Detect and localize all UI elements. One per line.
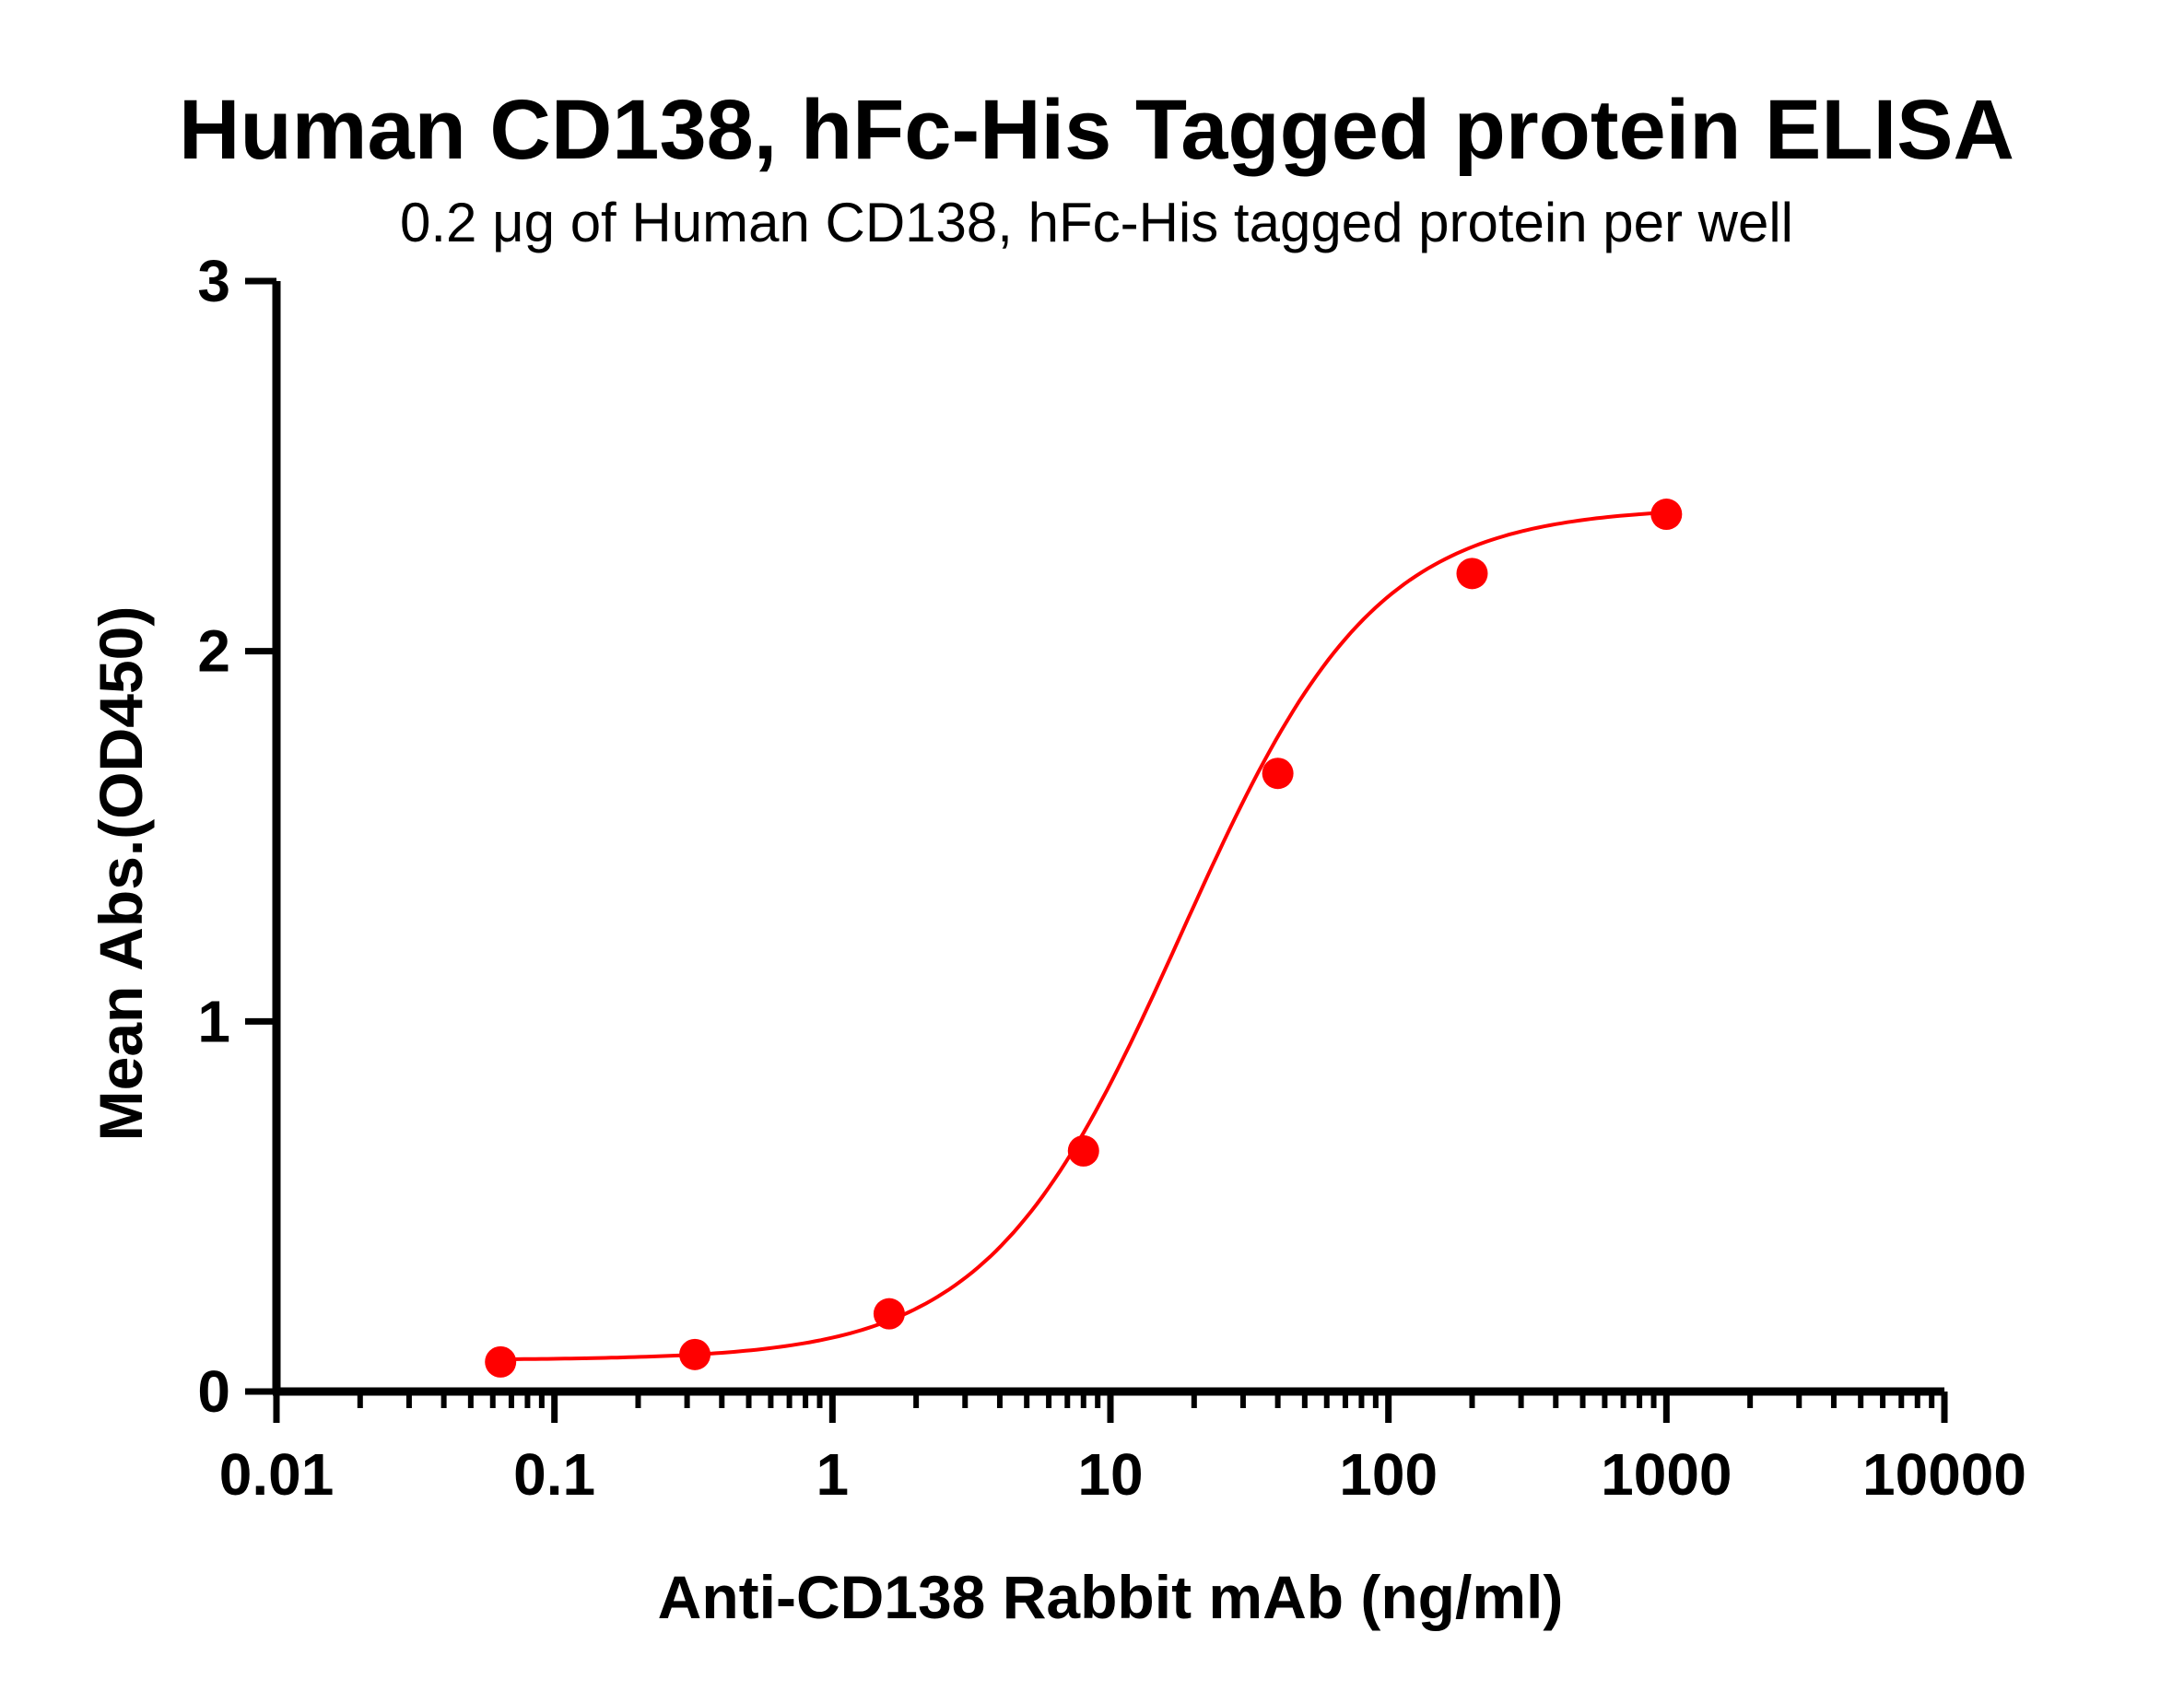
data-point bbox=[1650, 499, 1683, 531]
x-axis-ticks: 0.01 0.1 1 10 100 1000 10000 bbox=[219, 1392, 2026, 1508]
x-tick-label: 10000 bbox=[1862, 1441, 2026, 1508]
data-point bbox=[485, 1345, 517, 1378]
data-point bbox=[873, 1298, 905, 1330]
x-axis-label: Anti-CD138 Rabbit mAb (ng/ml) bbox=[658, 1563, 1564, 1631]
data-point bbox=[1067, 1134, 1099, 1167]
x-tick-label: 100 bbox=[1339, 1441, 1438, 1508]
data-points bbox=[485, 499, 1683, 1378]
chart-subtitle: 0.2 μg of Human CD138, hFc-His tagged pr… bbox=[400, 192, 1793, 253]
x-tick-label: 10 bbox=[1077, 1441, 1143, 1508]
x-tick-label: 0.1 bbox=[513, 1441, 595, 1508]
axes bbox=[272, 281, 1944, 1396]
chart-title: Human CD138, hFc-His Tagged protein ELIS… bbox=[179, 83, 2014, 177]
fit-curve bbox=[500, 511, 1667, 1362]
y-axis-ticks: 0 1 2 3 bbox=[197, 248, 276, 1425]
y-axis-label: Mean Abs.(OD450) bbox=[87, 606, 155, 1142]
y-tick-label: 1 bbox=[197, 988, 230, 1054]
data-point bbox=[679, 1338, 711, 1370]
x-tick-label: 1000 bbox=[1601, 1441, 1732, 1508]
plot-area: 0.01 0.1 1 10 100 1000 10000 0 1 2 3 bbox=[197, 248, 2026, 1508]
y-tick-label: 0 bbox=[197, 1358, 230, 1425]
y-tick-label: 3 bbox=[197, 248, 230, 314]
y-tick-label: 2 bbox=[197, 618, 230, 685]
x-tick-label: 1 bbox=[816, 1441, 850, 1508]
data-point bbox=[1456, 558, 1488, 590]
data-point bbox=[1262, 758, 1294, 790]
x-tick-label: 0.01 bbox=[219, 1441, 335, 1508]
